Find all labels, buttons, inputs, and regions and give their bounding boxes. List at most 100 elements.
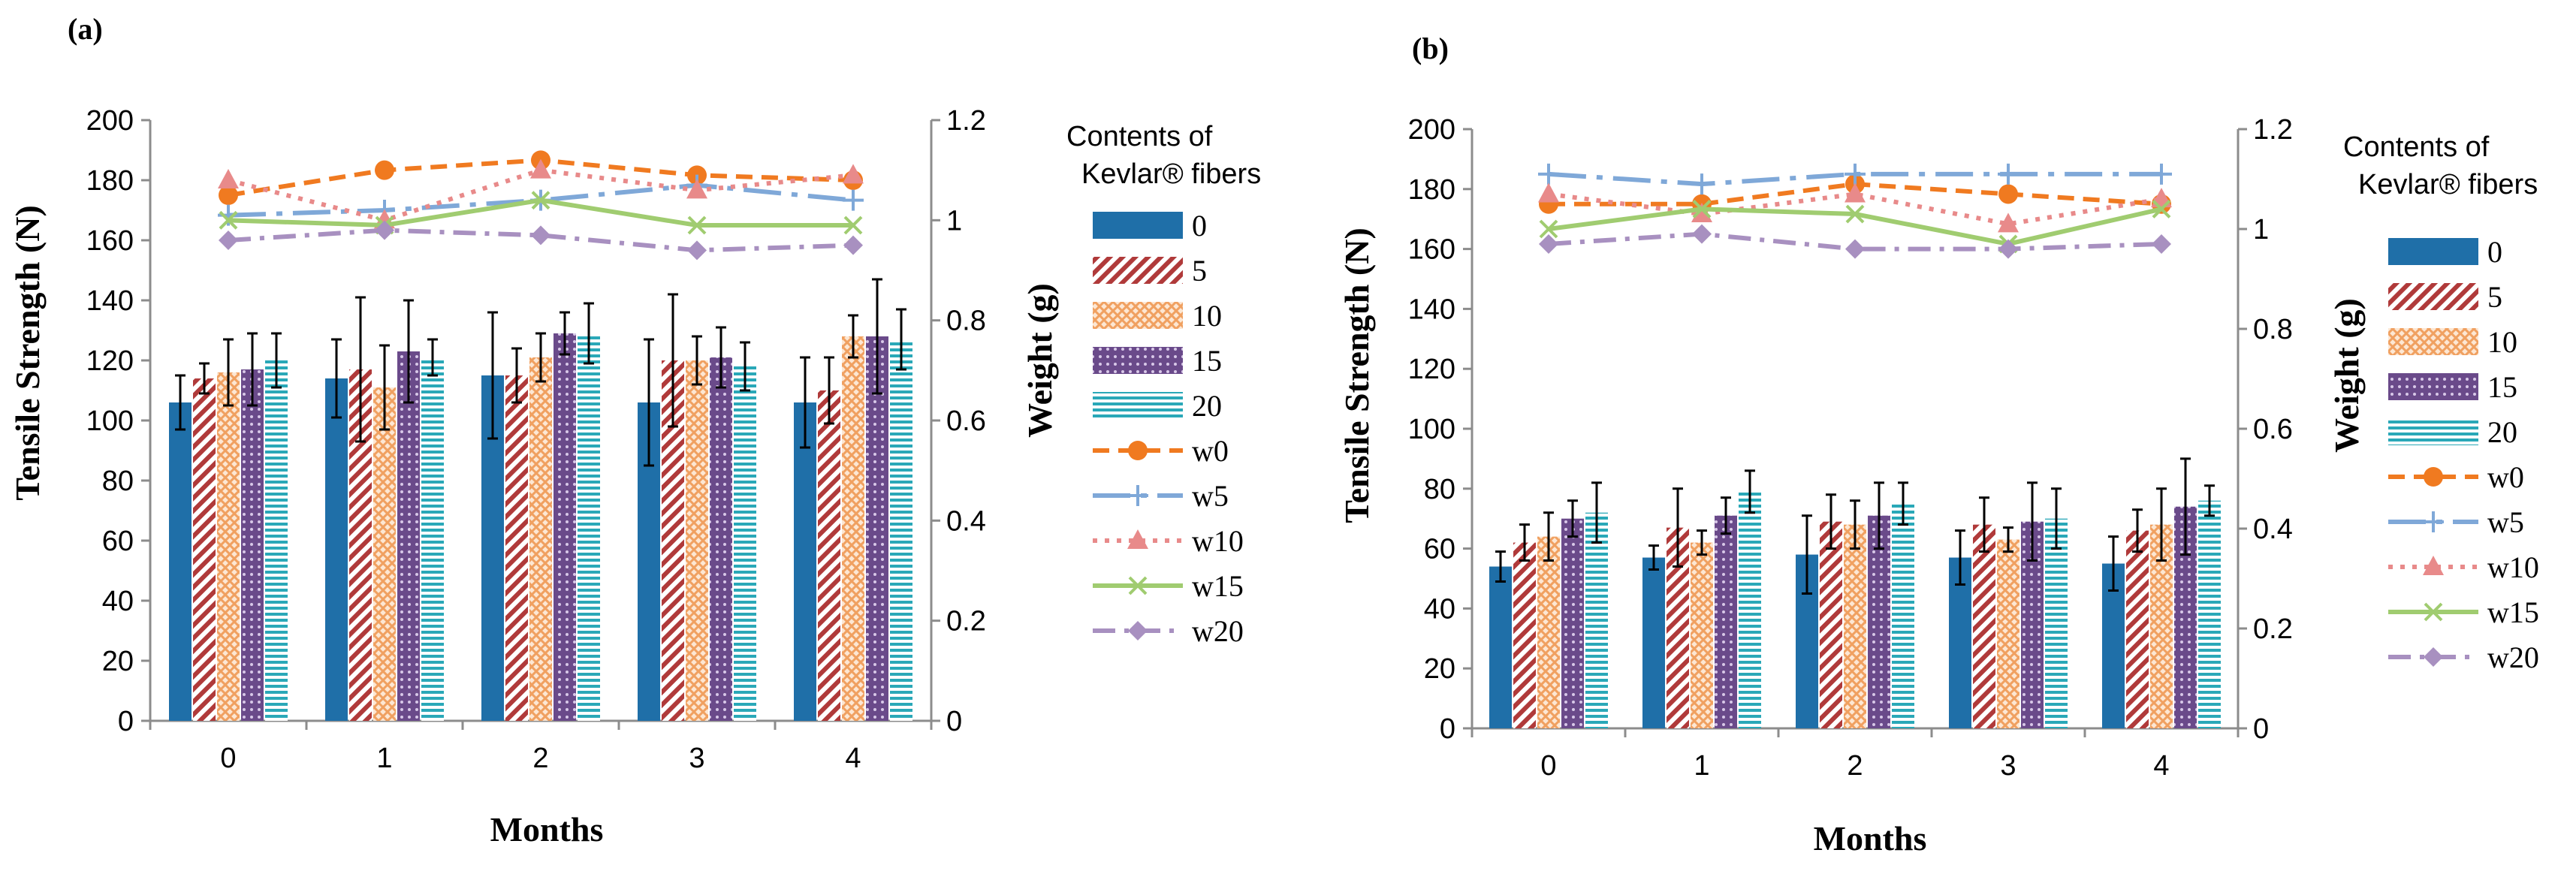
- panel-b-bar-10-month-0: [1537, 536, 1560, 728]
- panel-b-error-bar-10-month-1: [1697, 529, 1707, 556]
- panel-a-bar-5-month-4: [818, 390, 840, 721]
- panel-b-legend-label-w10: w10: [2487, 550, 2539, 584]
- panel-b-weight-point-w20-month-2: [1845, 239, 1865, 259]
- panel-a-error-bar-10-month-1: [379, 344, 390, 431]
- panel-b-bar-20-month-4: [2198, 500, 2221, 728]
- panel-b-error-bar-15-month-3: [2027, 481, 2038, 562]
- panel-a-bar-5-month-2: [505, 375, 528, 721]
- panel-a-legend-label-w20: w20: [1192, 614, 1244, 648]
- panel-a-error-bar-0-month-4: [800, 356, 810, 449]
- panel-a-legend-swatch-5: [1093, 257, 1183, 284]
- panel-a-legend-label-w0: w0: [1192, 434, 1229, 468]
- panel-a-legend-marker-w10: [1127, 529, 1148, 549]
- panel-a-error-bar-5-month-1: [355, 296, 366, 443]
- panel-a-weight-point-w20-month-0: [219, 231, 238, 250]
- panel-b-y-tick-label: 180: [1408, 174, 1455, 206]
- panel-b-legend-marker-w20: [2424, 647, 2443, 667]
- panel-a-bar-15-month-0: [241, 369, 264, 721]
- panel-b-bar-5-month-3: [1973, 524, 1995, 728]
- panel-a-legend-label-10: 10: [1192, 299, 1222, 333]
- panel-a-weight-point-w10-month-0: [218, 169, 239, 188]
- panel-b-legend-marker-w5: [2423, 511, 2444, 532]
- panel-b-error-bar-20-month-3: [2051, 487, 2062, 550]
- panel-b-weight-point-w5-month-0: [1538, 163, 1559, 185]
- panel-a-plot: 02040608010012014016018020000.20.40.60.8…: [86, 105, 986, 774]
- panel-b-legend-label-10: 10: [2487, 325, 2517, 359]
- panel-b-weight-point-w15-month-0: [1539, 219, 1558, 239]
- panel-b-bar-15-month-1: [1715, 515, 1737, 728]
- panel-b-y2-tick-label: 0.8: [2253, 314, 2293, 345]
- panel-b-weight-point-w10-month-0: [1538, 182, 1559, 203]
- panel-a-error-bar-20-month-2: [584, 302, 594, 365]
- panel-a-legend: Contents of Kevlar® fibers 0 5 10 15 20 w0 w5 w…: [1066, 121, 1261, 648]
- panel-a-bar-20-month-2: [578, 333, 600, 721]
- panel-b-legend-swatch-15: [2388, 373, 2478, 400]
- panel-b-bar-10-month-3: [1997, 539, 2019, 728]
- panel-a-legend-title-line2: Kevlar® fibers: [1081, 158, 1261, 190]
- panel-b-bar-5-month-0: [1513, 542, 1536, 728]
- panel-b-y-tick-label: 140: [1408, 294, 1455, 325]
- panel-b-bar-0-month-0: [1489, 566, 1512, 728]
- panel-a-legend-swatch-0: [1093, 212, 1183, 239]
- panel-b-error-bar-10-month-4: [2156, 487, 2167, 562]
- panel-b-y-tick-label: 100: [1408, 414, 1455, 445]
- panel-a-y2-tick-label: 0: [946, 706, 962, 737]
- panel-a-error-bar-15-month-2: [560, 311, 570, 356]
- panel-b-y2-tick-label: 0.6: [2253, 414, 2293, 445]
- panel-a-axis-titles: Tensile Strength (N) Weight (g) Months: [8, 205, 1059, 848]
- panel-a-bar-15-month-1: [397, 351, 420, 721]
- panel-b-y2-tick-label: 1.2: [2253, 114, 2293, 146]
- panel-a-bar-15-month-3: [710, 357, 732, 721]
- panel-a-legend-label-15: 15: [1192, 344, 1222, 378]
- panel-b-y-axis-title: Tensile Strength (N): [1338, 228, 1376, 523]
- panel-b-legend-marker-w10: [2423, 556, 2444, 575]
- panel-a-y-tick-label: 60: [102, 526, 134, 557]
- panel-b-legend-items: 0 5 10 15 20 w0 w5 w10 w15 w20: [2388, 235, 2539, 674]
- panel-b-y2-axis-title: Weight (g): [2327, 298, 2366, 453]
- panel-b-legend-label-w20: w20: [2487, 640, 2539, 674]
- panel-b-weight-point-w15-month-4: [2152, 199, 2171, 218]
- panel-a-error-bar-20-month-0: [271, 332, 282, 389]
- panel-a-y2-tick-label: 0.2: [946, 606, 986, 637]
- panel-a-weight-point-w5-month-4: [843, 189, 864, 211]
- panel-b: (b) 02040608010012014016018020000.20.40.…: [1338, 32, 2539, 857]
- panel-b-weight-line-w10: [1548, 191, 2162, 227]
- panel-b-weight-point-w5-month-4: [2151, 163, 2172, 185]
- panel-a-error-bar-10-month-2: [535, 332, 546, 383]
- panel-a-bar-20-month-3: [734, 366, 756, 721]
- panel-b-y-tick-label: 120: [1408, 354, 1455, 385]
- panel-b-y-tick-label: 20: [1424, 653, 1455, 685]
- panel-b-y-tick-label: 60: [1424, 534, 1455, 565]
- panel-a-bar-10-month-2: [529, 357, 552, 721]
- panel-b-legend-title-line2: Kevlar® fibers: [2358, 169, 2538, 200]
- panel-b-y-tick-label: 200: [1408, 114, 1455, 146]
- panel-a-legend-swatch-10: [1093, 302, 1183, 329]
- panel-b-weight-point-w20-month-1: [1692, 224, 1712, 244]
- panel-a-y-tick-label: 80: [102, 466, 134, 497]
- panel-a-x-axis-title: Months: [490, 810, 604, 848]
- panel-a-y-tick-label: 100: [86, 405, 134, 437]
- panel-a-legend-label-w15: w15: [1192, 569, 1244, 603]
- panel-a-error-bar-20-month-1: [427, 338, 438, 377]
- panel-b-y-tick-label: 80: [1424, 474, 1455, 505]
- panel-a-error-bar-15-month-4: [872, 278, 882, 395]
- panel-b-bar-15-month-0: [1561, 518, 1584, 728]
- panel-b-weight-point-w20-month-0: [1539, 234, 1558, 254]
- panel-a-legend-label-0: 0: [1192, 209, 1207, 243]
- panel-a-bar-0-month-1: [325, 378, 348, 721]
- panel-b-y2-tick-label: 0.2: [2253, 613, 2293, 645]
- panel-a-weight-point-w20-month-2: [531, 225, 550, 246]
- panel-b-weight-point-w10-month-2: [1845, 182, 1866, 203]
- panel-b-weight-point-w10-month-4: [2151, 188, 2172, 208]
- panel-a-y2-tick-label: 0.6: [946, 405, 986, 437]
- panel-b-bar-20-month-2: [1892, 503, 1914, 728]
- panel-a-y-tick-label: 20: [102, 646, 134, 677]
- panel-b-x-tick-label: 3: [2000, 750, 2016, 782]
- panel-a-error-bar-10-month-3: [692, 335, 702, 386]
- panel-b-y-tick-label: 0: [1440, 713, 1455, 745]
- panel-a-bar-10-month-3: [686, 360, 708, 721]
- panel-b-legend: Contents of Kevlar® fibers 0 5 10 15 20 w0 w5 w…: [2343, 131, 2539, 674]
- panel-b-weight-point-w15-month-1: [1692, 199, 1712, 218]
- panel-b-bar-10-month-1: [1691, 542, 1713, 728]
